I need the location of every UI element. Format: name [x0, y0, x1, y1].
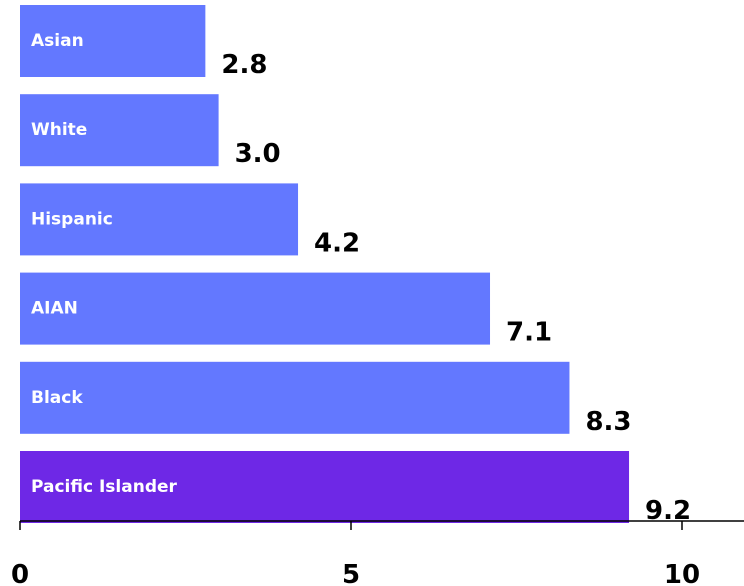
bar-asian: [20, 5, 206, 77]
bar-hispanic: [20, 183, 299, 256]
bar-white: [20, 94, 219, 167]
value-label-asian: 2.8: [221, 50, 267, 80]
bar-black: [20, 361, 570, 434]
category-label-aian: AIAN: [31, 299, 78, 319]
value-label-white: 3.0: [235, 139, 281, 169]
x-tick-label-0: 0: [11, 560, 29, 586]
value-label-aian: 7.1: [506, 318, 552, 348]
category-label-hispanic: Hispanic: [31, 209, 113, 229]
bars-group: [20, 5, 630, 523]
category-labels-group: Asian White Hispanic AIAN Black Pacific Islan…: [31, 31, 178, 497]
bar-aian: [20, 272, 491, 345]
value-label-black: 8.3: [585, 407, 631, 437]
category-label-black: Black: [31, 388, 83, 408]
value-label-hispanic: 4.2: [314, 228, 360, 258]
category-label-white: White: [31, 120, 87, 140]
bar-pacific-islander: [20, 451, 630, 523]
category-label-pacific-islander: Pacific Islander: [31, 477, 178, 497]
x-axis: 0 5 10: [11, 520, 744, 586]
category-label-asian: Asian: [31, 31, 84, 51]
x-tick-label-5: 5: [342, 560, 360, 586]
x-tick-label-10: 10: [664, 560, 700, 586]
